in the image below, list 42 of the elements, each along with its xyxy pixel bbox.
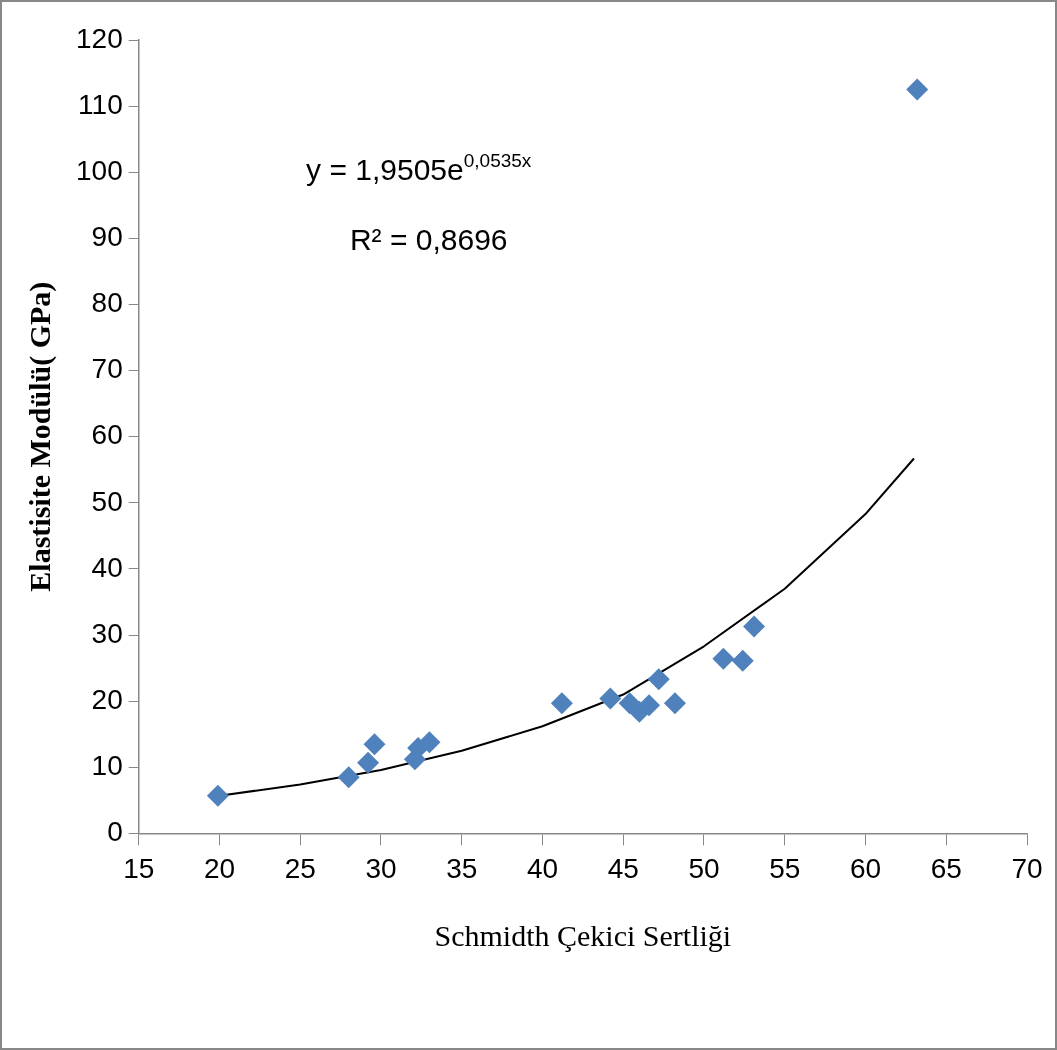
point bbox=[743, 615, 766, 638]
point bbox=[418, 731, 441, 754]
annotation: R² = 0,8696 bbox=[349, 223, 508, 256]
y-tick-label: 10 bbox=[91, 750, 123, 781]
y-tick-label: 70 bbox=[91, 353, 123, 385]
x-tick-label: 20 bbox=[203, 852, 236, 884]
x-tick-label: 35 bbox=[446, 852, 478, 884]
y-axis-title: Elastisite Modülü( GPa) bbox=[22, 281, 57, 592]
point bbox=[647, 668, 670, 691]
x-tick-label: 60 bbox=[849, 852, 882, 884]
y-tick-label: 120 bbox=[76, 22, 123, 54]
x-tick-label: 15 bbox=[123, 852, 155, 884]
y-tick-label: 80 bbox=[91, 287, 123, 319]
y-tick-label: 110 bbox=[78, 88, 123, 120]
x-tick-label: 65 bbox=[930, 852, 962, 884]
point bbox=[337, 766, 360, 789]
x-tick-label: 45 bbox=[607, 852, 639, 884]
point bbox=[663, 692, 686, 715]
point bbox=[638, 694, 661, 717]
y-tick-label: 30 bbox=[91, 617, 123, 649]
point bbox=[550, 692, 573, 715]
y-tick-label: 50 bbox=[91, 485, 123, 517]
point bbox=[731, 649, 754, 672]
point bbox=[599, 687, 622, 710]
y-tick-label: 60 bbox=[91, 419, 123, 451]
y-tick-label: 90 bbox=[91, 221, 123, 253]
point bbox=[357, 751, 380, 774]
x-tick-label: 70 bbox=[1011, 852, 1043, 884]
y-tick-label: 40 bbox=[91, 551, 123, 583]
point bbox=[363, 733, 386, 756]
y-tick-label: 100 bbox=[76, 154, 123, 186]
x-tick-label: 30 bbox=[365, 852, 397, 884]
x-tick-label: 25 bbox=[284, 852, 316, 884]
y-tick-label: 0 bbox=[107, 816, 123, 848]
y-tick-label: 20 bbox=[91, 683, 123, 715]
x-axis-title: Schmidth Çekici Sertliği bbox=[434, 918, 732, 952]
point bbox=[206, 784, 229, 807]
x-tick-label: 55 bbox=[769, 852, 801, 884]
x-tick-label: 40 bbox=[526, 852, 559, 884]
point bbox=[906, 78, 929, 101]
point bbox=[712, 647, 735, 670]
x-tick-label: 50 bbox=[688, 852, 720, 884]
